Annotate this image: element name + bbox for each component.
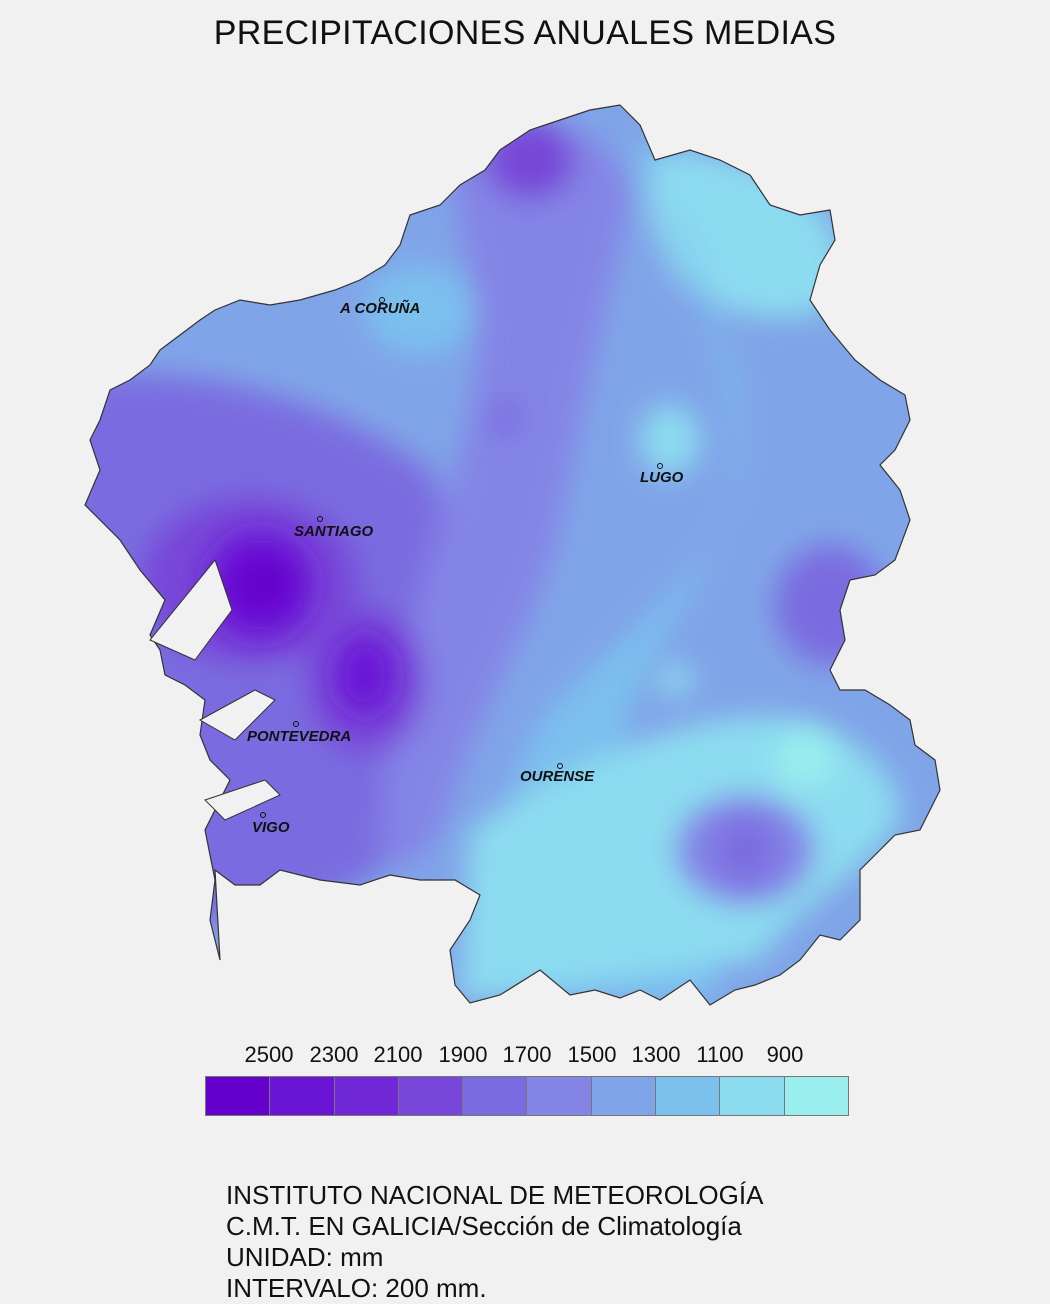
legend-label: 1700	[502, 1042, 552, 1067]
credits-institution: INSTITUTO NACIONAL DE METEOROLOGÍA	[226, 1180, 764, 1210]
city-marker-lugo: LUGO	[640, 463, 684, 486]
legend-label: 2500	[244, 1042, 294, 1067]
credits-block: INSTITUTO NACIONAL DE METEOROLOGÍA C.M.T…	[226, 1180, 763, 1304]
legend-swatch	[591, 1077, 657, 1115]
legend-label: 900	[766, 1042, 804, 1067]
legend-swatch	[463, 1077, 528, 1115]
ria-arousa	[149, 558, 233, 661]
city-label-ourense: OURENSE	[520, 768, 595, 785]
city-label-santiago: SANTIAGO	[294, 523, 374, 540]
legend-swatch	[334, 1077, 399, 1115]
ria-vigo	[204, 779, 281, 821]
legend-label: 1900	[438, 1042, 488, 1067]
legend-color-scale	[205, 1076, 849, 1116]
credits-unit: UNIDAD: mm	[226, 1242, 384, 1272]
legend-label: 1500	[567, 1042, 617, 1067]
credits-interval: INTERVALO: 200 mm.	[226, 1273, 487, 1303]
legend-labels: 2500 2300 2100 1900 1700 1500 1300 1100 …	[205, 1042, 849, 1072]
legend-swatch	[720, 1077, 785, 1115]
legend-swatch	[206, 1077, 271, 1115]
legend-swatch	[656, 1077, 721, 1115]
coastline	[84, 104, 941, 1006]
map-title: PRECIPITACIONES ANUALES MEDIAS	[213, 14, 837, 52]
ria-pontevedra	[198, 689, 276, 741]
city-label-lugo: LUGO	[640, 469, 684, 486]
legend-swatch	[270, 1077, 335, 1115]
credits-section: C.M.T. EN GALICIA/Sección de Climatologí…	[226, 1211, 742, 1241]
city-marker-vigo: VIGO	[252, 812, 290, 836]
legend-label: 1300	[631, 1042, 681, 1067]
legend-label: 2300	[309, 1042, 359, 1067]
city-marker-ourense: OURENSE	[520, 763, 595, 785]
legend-label: 2100	[373, 1042, 423, 1067]
city-marker-pontevedra: PONTEVEDRA	[247, 721, 351, 745]
legend-label: 1100	[696, 1042, 744, 1067]
city-label-vigo: VIGO	[252, 819, 290, 836]
legend-swatch	[784, 1077, 848, 1115]
city-marker-santiago: SANTIAGO	[294, 516, 374, 540]
city-label-a-coruna: A CORUÑA	[339, 299, 420, 317]
legend-swatch	[398, 1077, 464, 1115]
legend-swatch	[527, 1077, 592, 1115]
city-marker-a-coruna: A CORUÑA	[339, 297, 420, 317]
city-label-pontevedra: PONTEVEDRA	[247, 728, 351, 745]
precipitation-zones	[85, 105, 940, 1005]
